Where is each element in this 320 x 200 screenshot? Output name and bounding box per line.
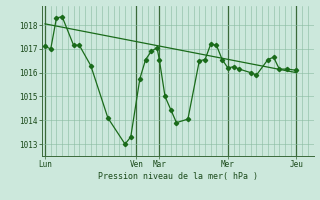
X-axis label: Pression niveau de la mer( hPa ): Pression niveau de la mer( hPa ) (98, 172, 258, 181)
